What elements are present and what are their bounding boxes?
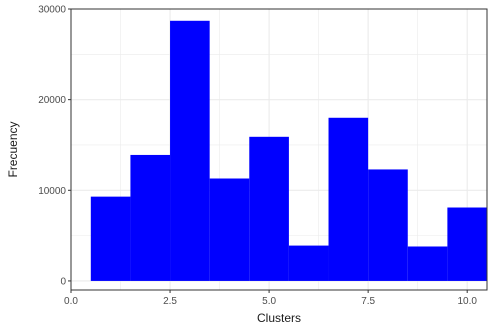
histogram-bar [209,178,250,281]
histogram-bar [130,154,171,281]
x-tick-label: 10.0 [457,296,477,307]
y-axis-title: Frecuency [6,121,20,177]
histogram-bar [447,207,487,281]
x-axis-ticks: 0.0 2.5 5.0 7.5 10.0 [64,290,477,307]
x-axis-title: Clusters [257,311,301,325]
histogram-bar [407,246,448,281]
x-tick-label: 7.5 [361,296,375,307]
histogram-bar [288,245,329,281]
histogram-bar [368,169,408,281]
histogram-bar [249,136,289,281]
x-tick-label: 2.5 [163,296,177,307]
y-tick-label: 10000 [38,186,66,197]
y-axis-ticks: 0 10000 20000 30000 [38,5,71,287]
x-tick-label: 0.0 [64,296,78,307]
y-tick-label: 30000 [38,5,66,16]
panel-border [70,8,488,291]
x-tick-label: 5.0 [262,296,276,307]
histogram-bar [170,20,210,281]
histogram-bars [90,20,487,281]
y-tick-label: 20000 [38,95,66,106]
histogram-bar [328,117,369,281]
y-tick-label: 0 [60,276,66,287]
histogram-bar [90,196,131,281]
